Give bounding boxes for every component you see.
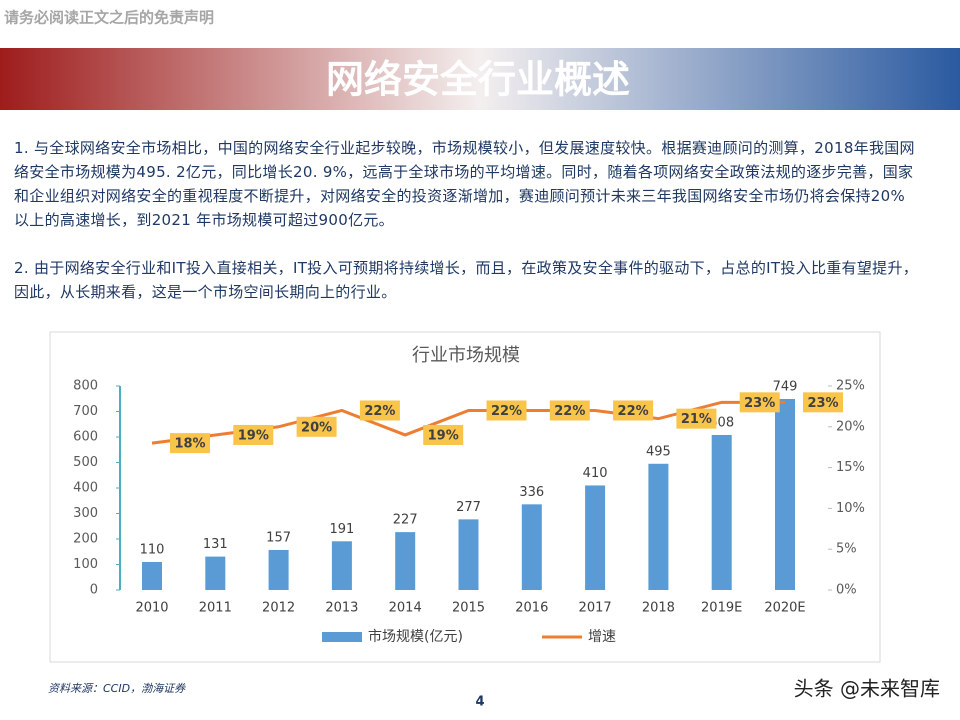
y2-tick-label: 20% <box>836 419 865 434</box>
y2-tick-label: 10% <box>836 501 865 516</box>
y2-tick-label: 25% <box>836 379 865 394</box>
data-label: 110 <box>140 542 165 557</box>
data-label: 410 <box>583 466 608 481</box>
data-label: 22% <box>491 404 522 419</box>
y-tick-label: 800 <box>73 379 98 394</box>
label-box <box>170 433 210 454</box>
slide-title: 网络安全行业概述 <box>326 58 630 102</box>
data-label: 191 <box>329 522 354 537</box>
label-box <box>359 400 400 421</box>
label-box <box>739 392 780 413</box>
disclaimer: 请务必阅读正文之后的免责声明 <box>4 9 214 27</box>
bar <box>142 561 162 590</box>
data-label: 19% <box>428 428 459 443</box>
y2-tick-label: 0% <box>836 583 857 598</box>
chart-frame <box>49 331 881 663</box>
data-label: 22% <box>554 404 585 419</box>
bar <box>395 532 416 590</box>
page-number: 4 <box>475 695 484 710</box>
data-label: 22% <box>364 404 395 419</box>
data-label: 22% <box>618 404 649 419</box>
source: 资料来源：CCID，渤海证券 <box>48 682 186 695</box>
watermark: 头条 @未来智库 <box>794 677 940 701</box>
chart-title: 行业市场规模 <box>412 345 520 366</box>
legend-label: 市场规模(亿元) <box>368 628 463 645</box>
paragraph: 2. 由于网络安全行业和IT投入直接相关，IT投入可预期将持续增长，而且，在政策… <box>14 259 919 301</box>
label-box <box>486 400 527 421</box>
bar <box>205 556 226 590</box>
x-tick-label: 2018 <box>642 601 675 616</box>
label-box <box>613 400 654 421</box>
x-tick-label: 2013 <box>325 601 358 616</box>
y2-tick-label: 15% <box>836 460 865 475</box>
x-tick-label: 2014 <box>389 601 422 616</box>
data-label: 21% <box>681 412 712 427</box>
data-label: 277 <box>456 500 481 515</box>
data-label: 495 <box>646 444 671 459</box>
y-tick-label: 200 <box>73 532 98 547</box>
y-tick-label: 100 <box>73 557 98 572</box>
y-tick-label: 700 <box>73 404 98 419</box>
y-tick-label: 300 <box>73 506 98 521</box>
label-box <box>676 408 717 429</box>
y-tick-label: 400 <box>73 481 98 496</box>
x-tick-label: 2016 <box>515 601 548 616</box>
title-banner <box>0 48 960 110</box>
data-label: 157 <box>266 530 291 545</box>
legend-label: 增速 <box>588 629 616 645</box>
data-label: 749 <box>773 380 798 395</box>
label-box <box>296 416 337 437</box>
bar <box>268 549 289 590</box>
label-box <box>549 400 590 421</box>
label-box <box>233 424 274 445</box>
bar <box>458 519 479 590</box>
bar <box>521 504 542 590</box>
data-label: 20% <box>301 420 332 435</box>
bar <box>775 399 795 590</box>
x-tick-label: 2012 <box>262 601 295 616</box>
x-tick-label: 2011 <box>199 601 232 616</box>
data-label: 18% <box>174 437 205 452</box>
data-label: 131 <box>203 537 228 552</box>
label-box <box>803 392 843 413</box>
data-label: 23% <box>807 396 838 411</box>
bar <box>331 541 352 590</box>
y-tick-label: 500 <box>73 455 98 470</box>
data-label: 19% <box>238 428 269 443</box>
data-label: 23% <box>744 396 775 411</box>
bar <box>711 434 732 590</box>
legend-swatch <box>322 632 362 642</box>
y-tick-label: 0 <box>90 583 98 598</box>
data-label: 227 <box>393 513 418 528</box>
y-tick-label: 600 <box>73 430 98 445</box>
y2-tick-label: 5% <box>836 542 857 557</box>
bar <box>585 485 606 590</box>
x-tick-label: 2017 <box>579 601 612 616</box>
x-tick-label: 2020E <box>764 601 805 616</box>
label-box <box>423 424 464 445</box>
x-tick-label: 2015 <box>452 601 485 616</box>
paragraph: 1. 与全球网络安全市场相比，中国的网络安全行业起步较晚，市场规模较小，但发展速… <box>14 139 915 229</box>
bar <box>648 463 669 590</box>
x-tick-label: 2019E <box>701 601 742 616</box>
data-label: 336 <box>519 485 544 500</box>
x-tick-label: 2010 <box>135 601 168 616</box>
